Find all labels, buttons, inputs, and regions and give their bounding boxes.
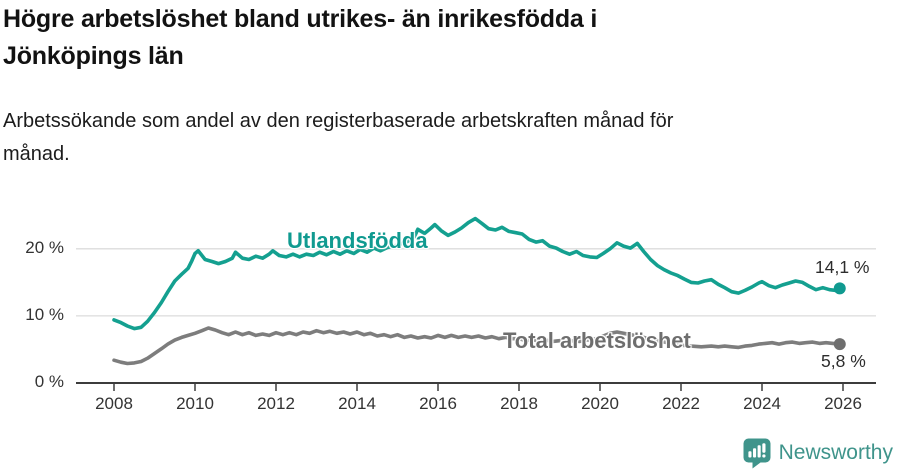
newsworthy-bubble-chart-icon bbox=[743, 438, 771, 469]
end-value-label-utlandsfodda: 14,1 % bbox=[815, 257, 870, 277]
page-title: Högre arbetslöshet bland utrikes- än inr… bbox=[3, 1, 708, 75]
x-axis-tick-label-2018: 2018 bbox=[500, 394, 538, 413]
page-title-line-2: Jönköpings län bbox=[3, 42, 184, 70]
x-axis-tick-label-2016: 2016 bbox=[419, 394, 457, 413]
series-line-utlandsfodda bbox=[112, 216, 842, 331]
newsworthy-brand-text: Newsworthy bbox=[778, 441, 893, 464]
series-end-dot-total bbox=[833, 338, 846, 351]
newsworthy-logo: Newsworthy bbox=[743, 437, 893, 469]
chart-subtitle-line-2: månad. bbox=[3, 143, 70, 165]
series-end-dot-utlandsfodda bbox=[833, 282, 846, 295]
x-axis-tick-label-2022: 2022 bbox=[662, 394, 700, 413]
x-axis-tick-label-2026: 2026 bbox=[824, 394, 862, 413]
series-label-total: Total arbetslöshet bbox=[503, 328, 691, 353]
y-axis-tick-label-10pct: 10 % bbox=[25, 304, 64, 324]
x-axis-tick-label-2014: 2014 bbox=[338, 394, 376, 413]
x-axis-tick-label-2008: 2008 bbox=[95, 394, 133, 413]
chart-subtitle: Arbetssökande som andel av den registerb… bbox=[3, 105, 863, 171]
y-axis-tick-label-0pct: 0 % bbox=[34, 372, 64, 391]
series-line-total bbox=[112, 326, 842, 366]
page-title-line-1: Högre arbetslöshet bland utrikes- än inr… bbox=[3, 5, 598, 33]
x-axis-tick-label-2010: 2010 bbox=[176, 394, 214, 413]
x-axis-tick-label-2012: 2012 bbox=[257, 394, 295, 413]
y-axis-tick-label-20pct: 20 % bbox=[25, 237, 64, 257]
x-axis-tick-label-2020: 2020 bbox=[581, 394, 619, 413]
series-label-utlandsfodda: Utlandsfödda bbox=[287, 228, 428, 253]
end-value-label-total: 5,8 % bbox=[821, 351, 866, 371]
x-axis-tick-label-2024: 2024 bbox=[743, 394, 781, 413]
chart-subtitle-line-1: Arbetssökande som andel av den registerb… bbox=[3, 110, 674, 132]
